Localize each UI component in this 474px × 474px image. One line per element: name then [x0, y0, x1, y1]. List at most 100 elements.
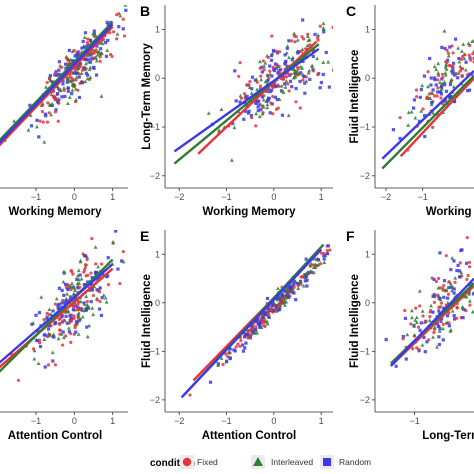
point-random [66, 86, 70, 90]
point-random [412, 98, 416, 102]
point-fixed [296, 65, 300, 69]
point-interleaved [440, 81, 445, 86]
point-random [275, 97, 279, 102]
point-random [436, 324, 440, 328]
point-random [457, 56, 461, 61]
point-random [437, 342, 441, 347]
point-random [271, 301, 275, 305]
point-fixed [95, 298, 99, 302]
point-fixed [403, 308, 407, 313]
point-random [68, 314, 72, 318]
point-interleaved [62, 335, 66, 340]
point-interleaved [263, 79, 268, 84]
point-interleaved [261, 313, 266, 318]
point-random [124, 1, 127, 4]
point-interleaved [305, 43, 310, 48]
point-random [82, 301, 86, 305]
point-interleaved [470, 39, 474, 43]
point-random [428, 56, 432, 61]
point-random [288, 79, 293, 83]
point-fixed [425, 95, 429, 99]
point-fixed [447, 280, 451, 284]
point-random [35, 339, 39, 343]
panel-letter: E [140, 228, 149, 244]
point-fixed [38, 119, 42, 123]
fit-line-random [173, 47, 320, 153]
point-random [269, 54, 274, 58]
point-random [88, 60, 93, 64]
point-fixed [294, 100, 298, 104]
point-interleaved [431, 335, 435, 339]
y-axis-title: Fluid Intelligence [349, 274, 361, 368]
point-interleaved [431, 110, 436, 115]
point-fixed [426, 70, 430, 74]
point-random [266, 306, 270, 311]
point-random [34, 313, 38, 317]
point-fixed [429, 308, 433, 313]
x-axis-title: Long-Term I [422, 430, 474, 442]
point-fixed [250, 116, 254, 120]
point-fixed [31, 347, 36, 351]
point-fixed [245, 83, 249, 87]
point-random [439, 85, 444, 89]
point-random [75, 277, 79, 281]
point-fixed [266, 55, 270, 59]
point-interleaved [467, 298, 472, 303]
point-random [270, 74, 274, 78]
point-fixed [463, 53, 467, 57]
point-random [423, 350, 427, 354]
point-fixed [328, 248, 332, 252]
point-random [284, 59, 288, 64]
point-random [268, 111, 272, 115]
point-interleaved [32, 348, 37, 353]
point-random [275, 51, 280, 55]
point-random [99, 313, 104, 318]
panel-letter: F [346, 228, 355, 244]
legend-key-interleaved [253, 457, 263, 466]
point-interleaved [261, 97, 266, 102]
x-tick-label: 0 [271, 416, 276, 426]
point-interleaved [434, 67, 439, 72]
point-interleaved [459, 49, 464, 53]
point-random [438, 327, 442, 331]
point-random [398, 136, 402, 141]
point-interleaved [310, 63, 315, 68]
point-interleaved [39, 295, 44, 299]
point-random [85, 280, 90, 284]
point-fixed [130, 0, 133, 2]
point-random [66, 89, 70, 93]
point-random [92, 66, 96, 70]
point-random [411, 106, 416, 110]
point-random [95, 44, 99, 48]
point-fixed [61, 343, 65, 347]
point-random [74, 304, 78, 308]
point-interleaved [427, 318, 432, 323]
point-interleaved [307, 68, 312, 73]
point-interleaved [449, 68, 454, 73]
point-interleaved [227, 350, 232, 354]
point-random [434, 83, 438, 87]
point-fixed [68, 331, 73, 336]
point-random [58, 72, 62, 77]
point-random [308, 77, 312, 82]
point-interleaved [448, 281, 453, 286]
point-random [117, 25, 121, 29]
panel-f: −1 −2 −1 0 1 Long-Term I Fluid Intelligence F [346, 228, 474, 442]
point-fixed [69, 288, 73, 292]
point-random [439, 90, 443, 94]
point-random [92, 29, 96, 33]
point-fixed [98, 55, 102, 59]
point-interleaved [412, 332, 417, 337]
point-fixed [414, 95, 419, 99]
point-interleaved [446, 53, 451, 58]
point-interleaved [305, 34, 310, 39]
point-random [66, 288, 70, 292]
point-fixed [254, 325, 258, 329]
point-interleaved [283, 296, 288, 300]
point-random [464, 261, 469, 265]
point-random [292, 282, 296, 286]
x-axis-title: Attention Control [8, 430, 103, 442]
point-random [453, 37, 458, 41]
point-random [445, 58, 450, 62]
point-interleaved [279, 83, 284, 88]
